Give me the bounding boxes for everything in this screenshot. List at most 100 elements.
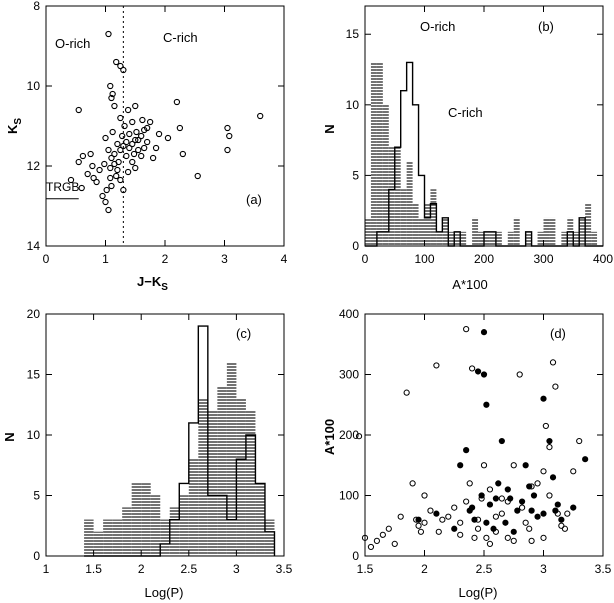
o-rich-point <box>439 516 446 523</box>
x-tick-label: 100 <box>414 252 434 266</box>
x-tick-label: 300 <box>533 252 553 266</box>
c-rich-point <box>433 510 440 517</box>
y-tick-label: 10 <box>27 79 41 93</box>
o-rich-bar <box>489 231 496 246</box>
o-rich-point <box>528 537 535 544</box>
y-tick-label: 300 <box>339 368 359 382</box>
data-point <box>78 184 85 192</box>
o-rich-point <box>552 383 559 390</box>
data-point <box>109 90 116 98</box>
y-tick-label: 20 <box>27 307 41 321</box>
data-point <box>75 158 82 166</box>
c-rich-point <box>554 501 561 508</box>
c-rich-point <box>526 483 533 490</box>
o-rich-bar <box>150 495 161 556</box>
o-rich-bar <box>93 531 104 556</box>
o-rich-point <box>451 504 458 511</box>
c-rich-point <box>546 437 553 445</box>
panel-c-ticks: 1 1.5 2 2.5 3 3.5 0 5 10 15 20 <box>27 307 293 576</box>
o-rich-point <box>474 525 482 532</box>
o-rich-bar <box>579 217 586 246</box>
panel-d-scatter: 1.5 2 2.5 3 3.5 0 100 200 300 400 (d) Log(P) A*10… <box>322 307 612 600</box>
panel-d-label: (d) <box>550 326 566 341</box>
y-tick-label: 12 <box>27 159 41 173</box>
panel-d-marks <box>355 326 589 551</box>
x-tick-label: 2 <box>421 562 428 576</box>
data-point <box>93 178 100 186</box>
o-rich-bar <box>169 507 180 556</box>
data-point <box>67 176 75 184</box>
c-rich-point <box>530 492 538 499</box>
x-tick-label: 2.5 <box>476 562 493 576</box>
data-point <box>143 138 151 146</box>
o-rich-point <box>403 389 410 396</box>
o-rich-bar <box>376 62 383 247</box>
data-point <box>179 150 186 158</box>
panel-a-x-axis-label: J−KS <box>137 274 168 293</box>
data-point <box>102 198 109 206</box>
o-rich-bar <box>424 203 431 246</box>
data-point <box>102 134 109 142</box>
data-point <box>105 206 112 214</box>
x-tick-label: 1.5 <box>85 562 102 576</box>
o-rich-point <box>564 510 571 517</box>
c-rich-point <box>534 513 541 520</box>
data-point <box>108 182 115 190</box>
data-point <box>111 102 118 110</box>
data-point <box>126 130 133 138</box>
data-point <box>132 102 139 110</box>
data-point <box>135 146 142 154</box>
c-rich-point <box>540 395 547 402</box>
data-point <box>138 152 145 160</box>
c-rich-point <box>522 462 529 469</box>
panel-d-x-axis-label: Log(P) <box>458 585 497 600</box>
data-point <box>109 128 116 136</box>
o-rich-bar <box>472 217 479 246</box>
c-rich-point <box>504 486 511 493</box>
o-rich-bar <box>478 231 484 246</box>
data-point <box>89 162 96 170</box>
c-rich-point <box>498 437 505 445</box>
o-rich-point <box>373 537 380 544</box>
x-tick-label: 1.5 <box>357 562 374 576</box>
o-rich-point <box>355 433 363 440</box>
c-rich-point <box>451 525 458 532</box>
data-point <box>129 140 136 148</box>
data-point <box>111 150 118 158</box>
data-point <box>79 152 87 160</box>
panel-b-label: (b) <box>538 19 554 34</box>
o-rich-point <box>518 504 526 511</box>
c-rich-point <box>490 525 497 532</box>
data-point <box>113 58 120 66</box>
c-rich-point <box>507 495 514 502</box>
x-tick-label: 3 <box>221 252 228 266</box>
x-tick-label: 2.5 <box>180 562 197 576</box>
c-rich-point <box>486 501 494 508</box>
o-rich-point <box>546 444 553 451</box>
c-rich-point <box>514 507 521 514</box>
c-rich-point <box>415 516 422 523</box>
data-point <box>108 94 115 102</box>
o-rich-point <box>486 540 494 548</box>
o-rich-point <box>540 534 547 541</box>
o-rich-bar <box>255 483 265 556</box>
x-tick-label: 0 <box>43 252 50 266</box>
o-rich-point <box>421 519 428 526</box>
data-point <box>155 130 163 138</box>
o-rich-bar <box>370 62 377 247</box>
o-rich-point <box>480 462 488 469</box>
x-tick-label: 4 <box>281 252 288 266</box>
o-rich-point <box>435 528 442 535</box>
data-point <box>105 30 112 38</box>
panel-a-x-label-main: J−K <box>137 274 162 289</box>
o-rich-bar <box>507 231 514 246</box>
x-tick-label: 1 <box>102 252 109 266</box>
y-tick-label: 8 <box>33 0 40 13</box>
y-tick-label: 0 <box>352 549 359 563</box>
data-point <box>101 160 108 168</box>
o-rich-bar <box>236 398 246 556</box>
y-tick-label: 0 <box>33 549 40 563</box>
o-rich-point <box>483 534 490 541</box>
o-rich-bar <box>207 410 218 556</box>
